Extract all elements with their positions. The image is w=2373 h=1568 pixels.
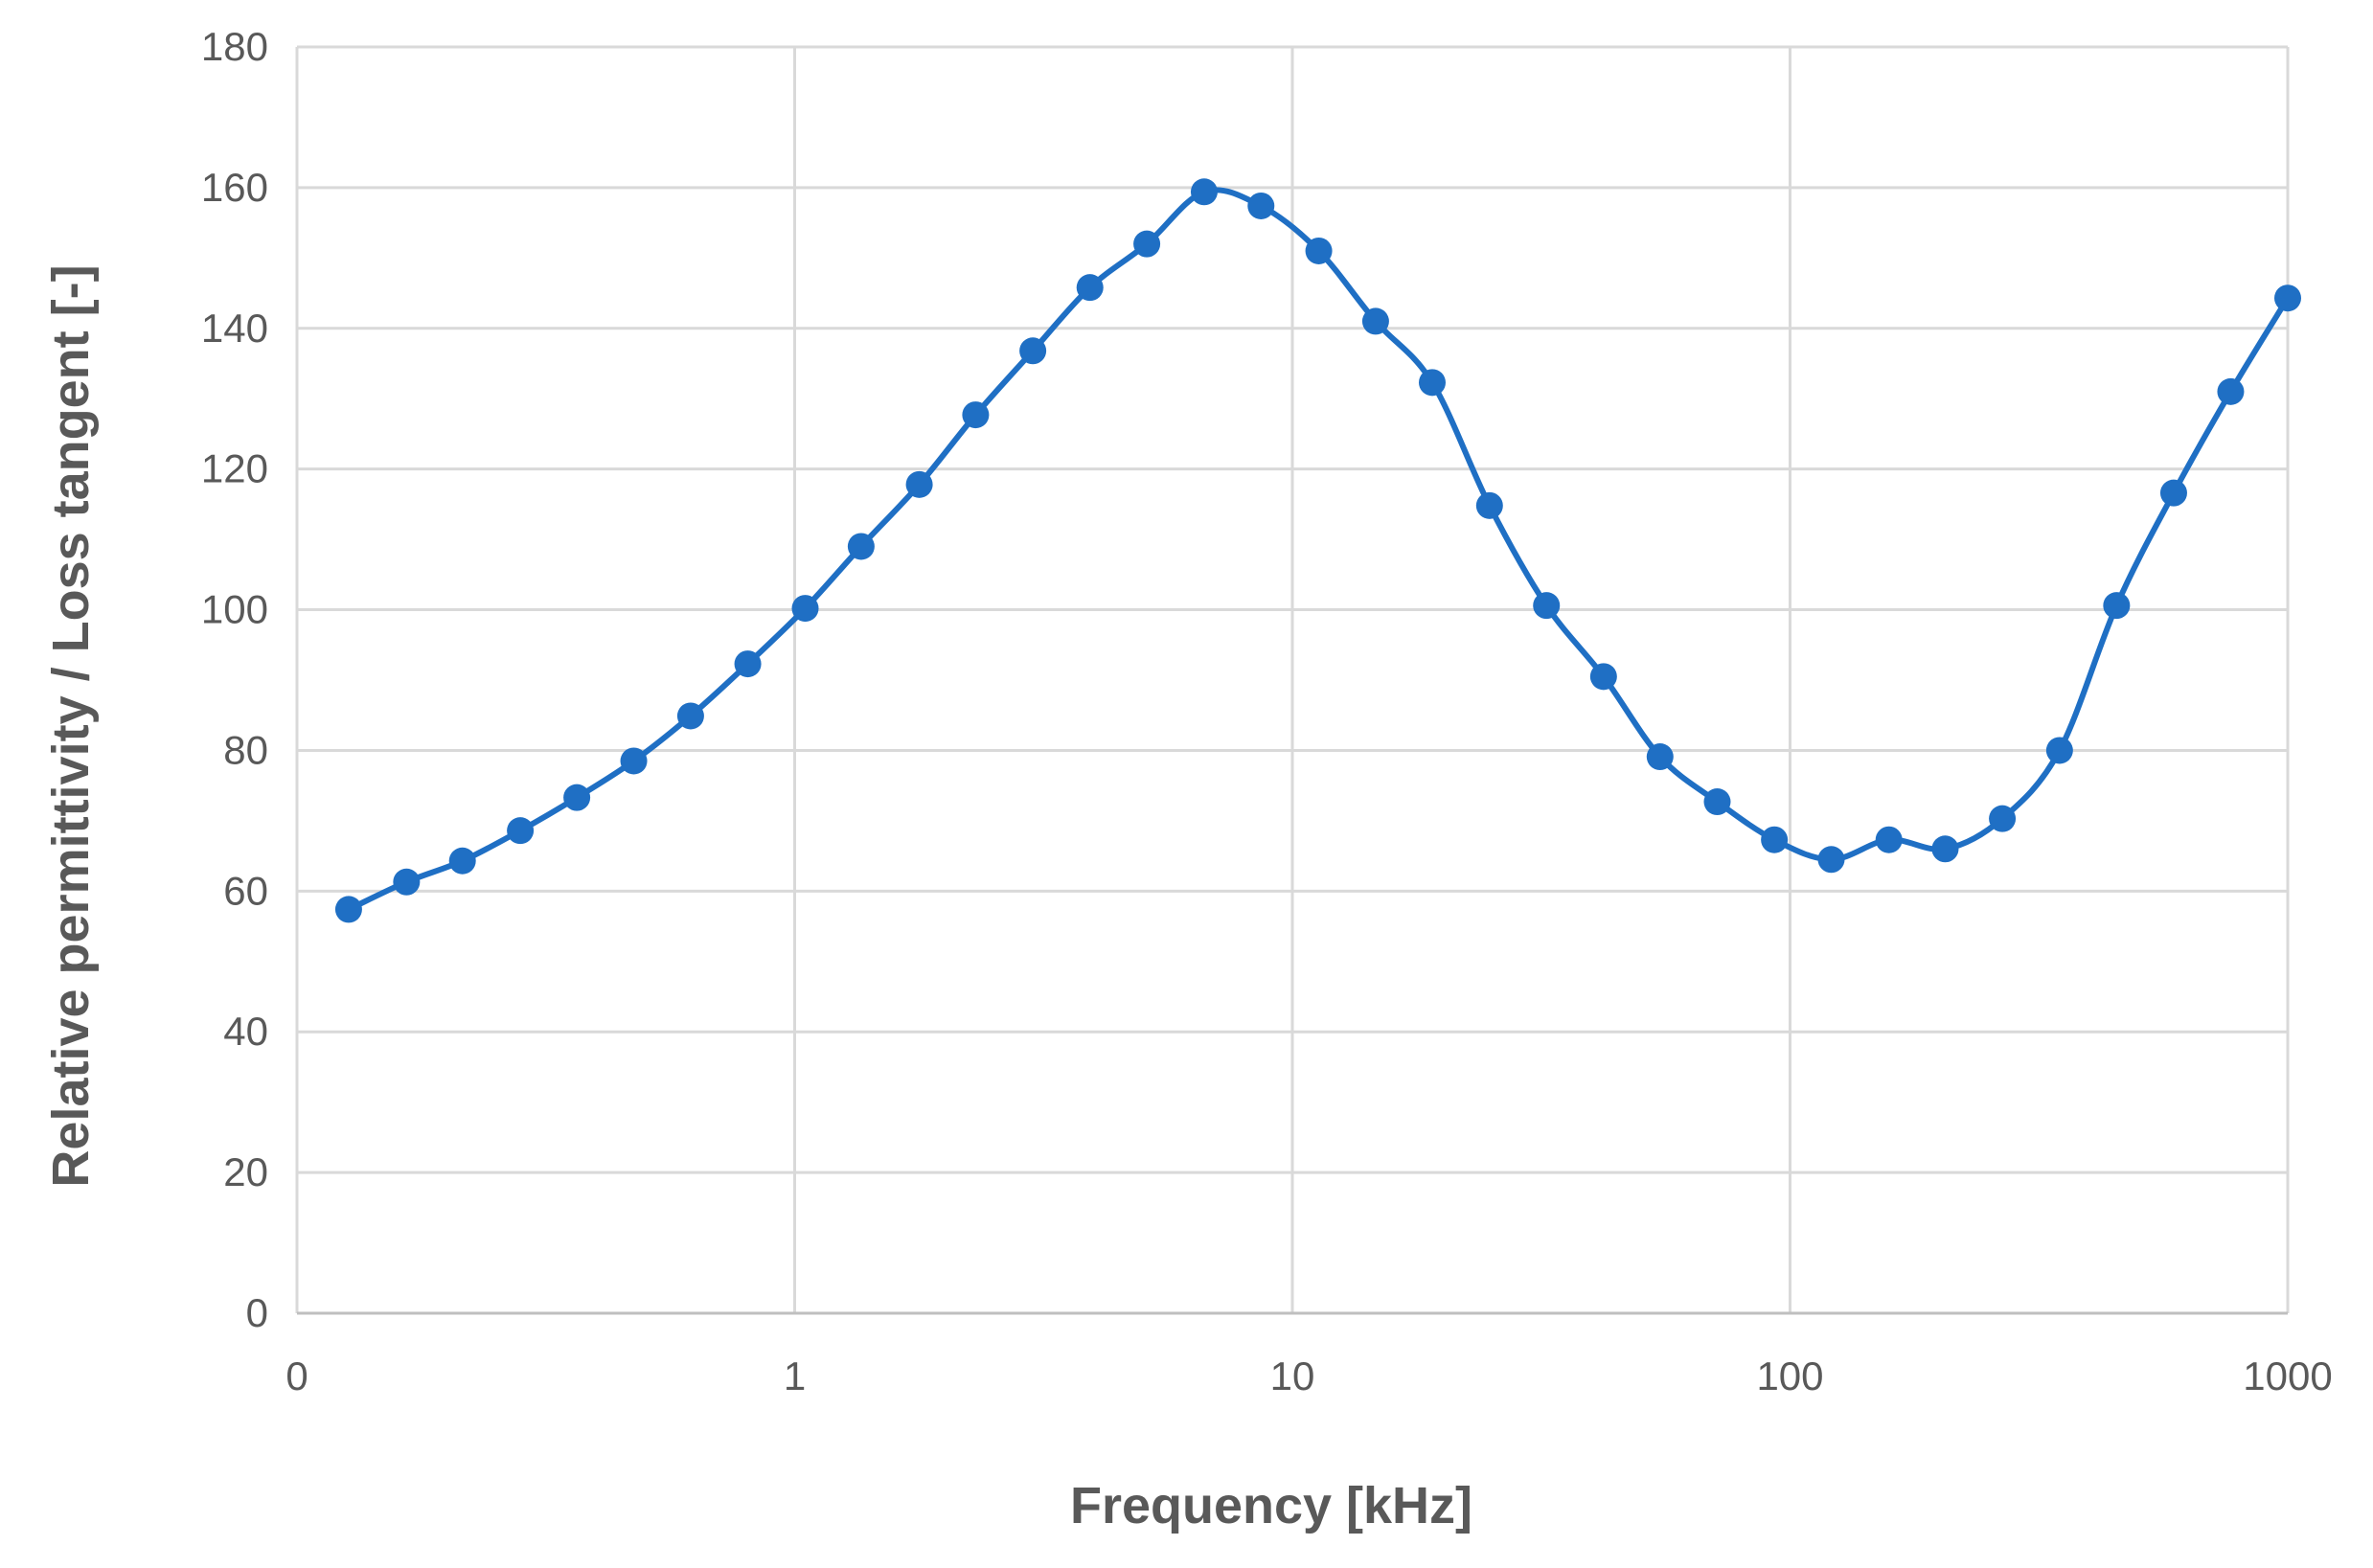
x-tick-label: 1 <box>784 1353 806 1398</box>
data-point <box>905 470 933 498</box>
data-point <box>1418 369 1446 397</box>
y-tick-label: 160 <box>201 165 268 210</box>
data-point <box>620 747 648 775</box>
data-point <box>791 595 819 623</box>
x-tick-label: 100 <box>1756 1353 1823 1398</box>
data-point <box>507 817 535 845</box>
data-point <box>2103 592 2131 620</box>
data-point <box>2159 479 2187 507</box>
data-point <box>1589 663 1617 691</box>
data-point <box>1019 337 1047 365</box>
data-point <box>1190 178 1218 206</box>
data-point <box>676 702 704 730</box>
data-point <box>847 533 875 560</box>
x-axis-title: Frequency [kHz] <box>1070 1477 1472 1534</box>
y-tick-label: 100 <box>201 587 268 632</box>
x-tick-label: 10 <box>1270 1353 1315 1398</box>
y-tick-label: 40 <box>223 1009 268 1054</box>
data-point <box>1076 274 1104 302</box>
y-tick-label: 120 <box>201 446 268 491</box>
data-point <box>1247 192 1275 219</box>
data-point <box>1703 788 1731 816</box>
y-tick-label: 60 <box>223 868 268 913</box>
y-tick-label: 80 <box>223 727 268 772</box>
data-point <box>734 650 762 678</box>
data-point <box>2274 284 2301 312</box>
data-point <box>1361 307 1389 335</box>
y-tick-label: 0 <box>246 1290 268 1335</box>
y-tick-label: 180 <box>201 24 268 69</box>
data-point <box>1533 592 1561 620</box>
data-point <box>962 401 990 429</box>
y-tick-label: 140 <box>201 306 268 351</box>
data-point <box>1761 826 1789 853</box>
x-tick-label: 0 <box>285 1353 308 1398</box>
data-point <box>1646 743 1674 771</box>
data-point <box>1989 805 2017 832</box>
data-point <box>393 868 421 896</box>
data-point <box>1875 826 1903 853</box>
data-point <box>1817 846 1845 874</box>
y-axis-title: Relative permittivity / Loss tangent [-] <box>42 264 100 1187</box>
data-point <box>334 896 362 923</box>
data-point <box>1133 230 1161 258</box>
data-point <box>1475 491 1503 519</box>
data-point <box>563 784 591 811</box>
data-point <box>2217 377 2245 405</box>
data-point <box>1931 835 1959 863</box>
data-point <box>1305 237 1333 264</box>
data-point <box>2045 737 2073 764</box>
series-line <box>347 187 2291 913</box>
x-tick-label: 1000 <box>2243 1353 2332 1398</box>
y-tick-label: 20 <box>223 1149 268 1194</box>
data-point <box>448 847 476 875</box>
